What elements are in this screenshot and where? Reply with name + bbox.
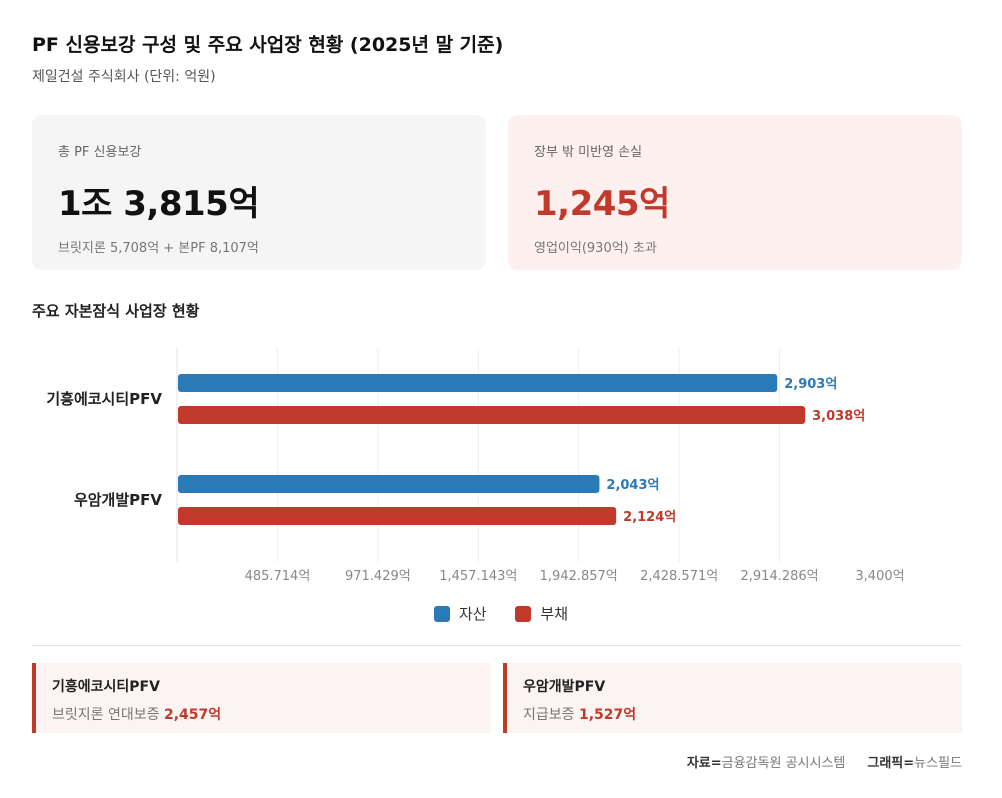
total-pf-card: 총 PF 신용보강 1조 3,815억 브릿지론 5,708억 + 본PF 8,… xyxy=(32,115,486,270)
source-data-value: 금융감독원 공시시스템 xyxy=(721,756,846,771)
offbook-loss-card: 장부 밖 미반영 손실 1,245억 영업이익(930억) 초과 xyxy=(508,115,962,270)
detail-value: 2,457억 xyxy=(163,707,222,723)
x-tick-label: 971.429억 xyxy=(345,569,411,584)
bar-chart: 485.714억 971.429억 1,457.143억 1,942.857억 2,42… xyxy=(46,348,905,584)
detail-desc: 지급보증 xyxy=(523,707,575,723)
source-graphic-value: 뉴스필드 xyxy=(914,756,962,771)
detail-name: 우암개발PFV xyxy=(523,679,606,695)
offbook-loss-value: 1,245억 xyxy=(534,184,670,224)
total-pf-label: 총 PF 신용보강 xyxy=(58,145,142,160)
legend-label-assets: 자산 xyxy=(459,605,487,623)
divider xyxy=(32,645,962,646)
detail-value: 1,527억 xyxy=(578,707,637,723)
offbook-loss-label: 장부 밖 미반영 손실 xyxy=(534,145,643,160)
chart-legend: 자산 부채 xyxy=(0,603,1002,626)
detail-line: 브릿지론 연대보증 2,457억 xyxy=(52,704,475,724)
offbook-loss-note: 영업이익(930억) 초과 xyxy=(534,241,657,256)
x-tick-label: 3,400억 xyxy=(855,569,904,584)
section-title: 주요 자본잠식 사업장 현황 xyxy=(32,302,200,320)
page-title: PF 신용보강 구성 및 주요 사업장 현황 (2025년 말 기준) xyxy=(32,34,504,56)
detail-desc: 브릿지론 연대보증 xyxy=(52,707,160,723)
bar-liabilities xyxy=(178,406,806,424)
source-data-label: 자료= xyxy=(686,756,722,771)
x-tick-label: 2,428.571억 xyxy=(640,569,718,584)
data-label: 2,124억 xyxy=(623,510,676,525)
detail-name: 기흥에코시티PFV xyxy=(52,679,160,695)
legend-item-assets: 자산 xyxy=(434,603,487,624)
x-tick-label: 485.714억 xyxy=(245,569,311,584)
legend-item-liabilities: 부채 xyxy=(515,603,568,624)
bar-liabilities xyxy=(178,507,617,525)
data-label: 2,903억 xyxy=(784,377,837,392)
bar-assets xyxy=(178,374,778,392)
data-label: 2,043억 xyxy=(606,478,659,493)
bar-assets xyxy=(178,475,600,493)
total-pf-note: 브릿지론 5,708억 + 본PF 8,107억 xyxy=(58,241,259,256)
data-label: 3,038억 xyxy=(812,409,865,424)
legend-swatch-liabilities xyxy=(515,605,532,622)
x-tick-label: 2,914.286억 xyxy=(741,569,819,584)
legend-swatch-assets xyxy=(434,605,450,622)
legend-label-liabilities: 부채 xyxy=(540,605,568,623)
source-graphic-label: 그래픽= xyxy=(867,756,915,771)
source-credit: 자료=금융감독원 공시시스템 그래픽=뉴스필드 xyxy=(687,752,962,771)
category-label: 기흥에코시티PFV xyxy=(46,390,162,408)
detail-card-uam: 우암개발PFV 지급보증 1,527억 xyxy=(503,663,962,733)
x-tick-label: 1,942.857억 xyxy=(540,569,618,584)
x-tick-label: 1,457.143억 xyxy=(439,569,517,584)
detail-card-giheung: 기흥에코시티PFV 브릿지론 연대보증 2,457억 xyxy=(32,663,491,733)
page-subtitle: 제일건설 주식회사 (단위: 억원) xyxy=(32,69,216,85)
total-pf-value: 1조 3,815억 xyxy=(58,184,260,224)
detail-line: 지급보증 1,527억 xyxy=(523,704,946,724)
category-label: 우암개발PFV xyxy=(74,491,162,509)
